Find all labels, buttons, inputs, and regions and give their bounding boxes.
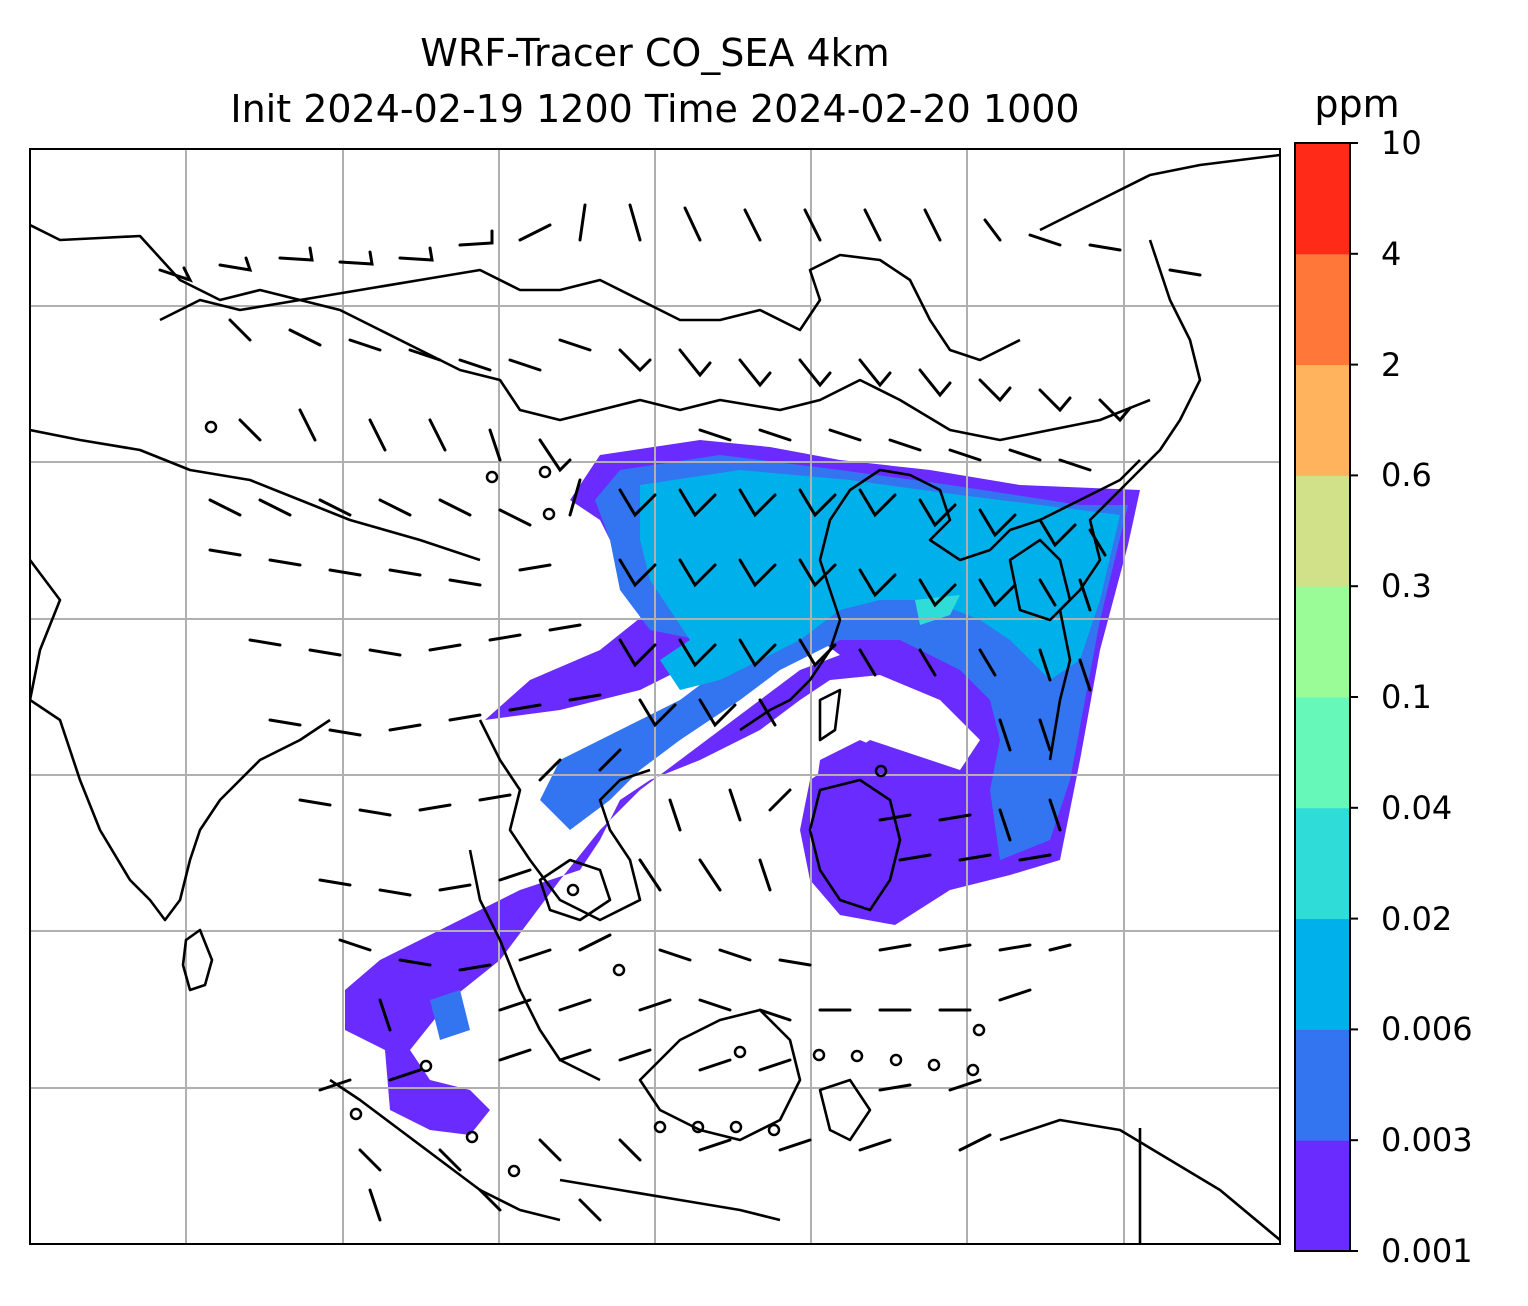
colorbar-tick-label: 0.3 — [1381, 567, 1432, 606]
colorbar-tick-label: 2 — [1381, 345, 1402, 384]
plume-level3 — [640, 470, 1120, 690]
philippines — [808, 778, 902, 912]
wind-barbs — [158, 203, 1202, 1222]
map-title-line1: WRF-Tracer CO_SEA 4km — [420, 31, 890, 75]
map-frame — [29, 148, 1281, 1245]
colorbar-segment — [1295, 586, 1350, 698]
new-guinea — [999, 1118, 1280, 1241]
colorbar-segment — [1295, 918, 1350, 1030]
japan-arc — [1048, 239, 1202, 761]
map-title-line2: Init 2024-02-19 1200 Time 2024-02-20 100… — [230, 87, 1080, 131]
colorbar-segment — [1295, 807, 1350, 920]
borneo — [638, 1008, 802, 1142]
java — [559, 1178, 781, 1222]
colorbar-segment — [1295, 697, 1350, 809]
calm-circles — [204, 420, 986, 1178]
china-east-coast — [739, 459, 1141, 732]
gridlines — [30, 149, 1280, 1244]
colorbar-tick-label: 0.003 — [1381, 1121, 1473, 1160]
colorbar-tick-label: 0.1 — [1381, 678, 1432, 716]
mongolia-border — [159, 253, 1021, 362]
coastlines — [30, 153, 1280, 1244]
colorbar-segment — [1295, 1029, 1350, 1141]
plume-level2-south — [810, 740, 960, 860]
colorbar-segment — [1295, 1140, 1350, 1252]
gulf-of-thailand — [538, 858, 612, 922]
himalaya-border — [30, 428, 481, 562]
sumatra — [329, 1078, 561, 1222]
colorbar-ticks — [1350, 142, 1358, 1252]
colorbar-tick-label: 4 — [1381, 234, 1402, 273]
colorbar-tick-label: 10 — [1381, 124, 1422, 162]
central-asia-border — [30, 223, 1151, 442]
colorbar-tick-label: 0.04 — [1381, 788, 1453, 827]
map-area — [30, 149, 1280, 1244]
sulawesi — [818, 1078, 872, 1142]
colorbar-tick-label: 0.6 — [1381, 456, 1432, 495]
colorbar — [1295, 143, 1350, 1252]
russia-coast — [1039, 153, 1280, 232]
india-coast — [30, 559, 331, 922]
sri-lanka — [181, 928, 214, 992]
plume-level4 — [915, 595, 960, 625]
colorbar-segment — [1295, 475, 1350, 587]
colorbar-unit: ppm — [1314, 82, 1400, 126]
colorbar-tick-label: 0.006 — [1381, 1010, 1473, 1049]
indochina — [478, 719, 651, 922]
taiwan — [818, 688, 842, 742]
colorbar-segment — [1295, 364, 1350, 476]
plume-level3b — [430, 990, 470, 1040]
colorbar-segment — [1295, 253, 1350, 366]
colorbar-segment — [1295, 143, 1350, 255]
colorbar-tick-label: 0.02 — [1381, 899, 1453, 938]
colorbar-tick-label: 0.001 — [1381, 1232, 1473, 1270]
tracer-plume — [345, 440, 1140, 1135]
